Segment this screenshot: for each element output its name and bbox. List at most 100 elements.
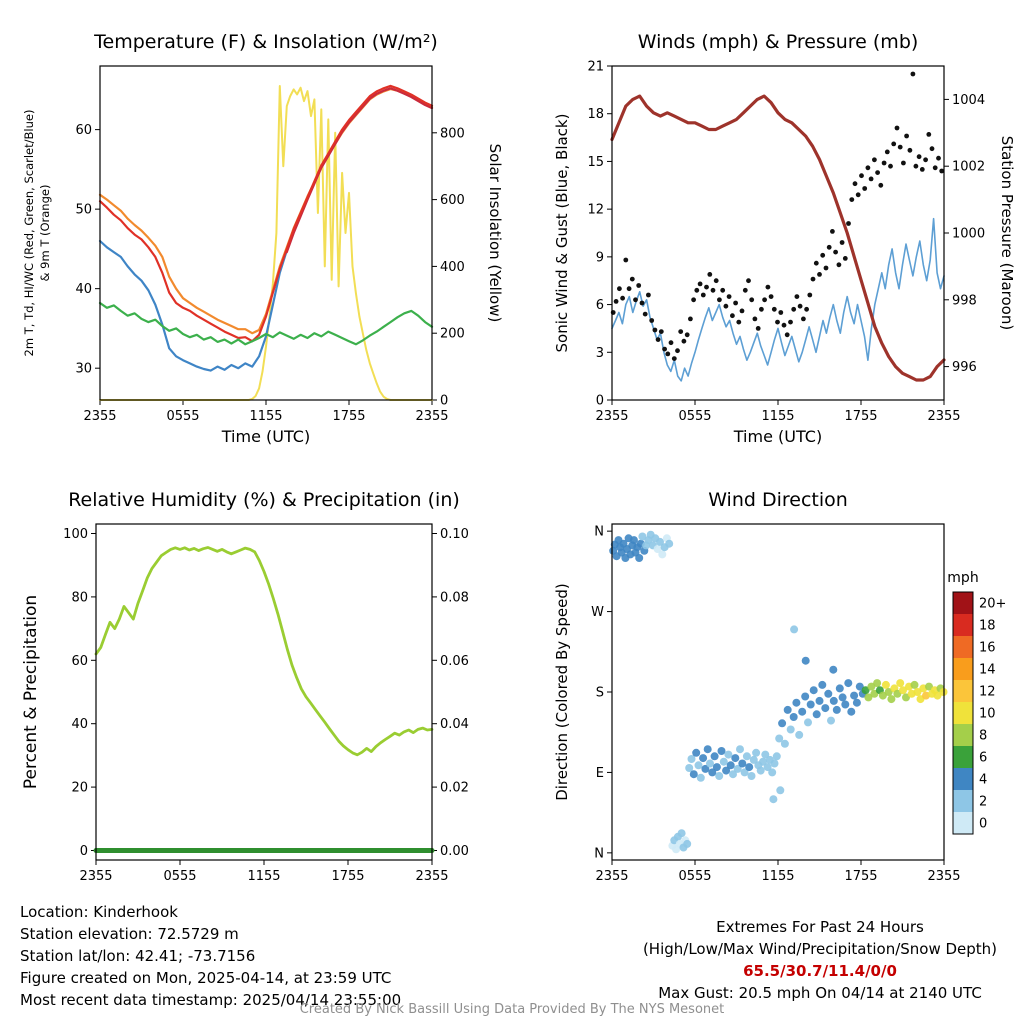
temp-left-axis-label-line1: 2m T, Td, HI/WC (Red, Green, Scarlet/Blu…: [22, 110, 36, 357]
svg-text:20: 20: [71, 781, 88, 796]
svg-text:0.06: 0.06: [440, 654, 469, 669]
wind-direction-chart-title: Wind Direction: [708, 489, 848, 511]
pressure-right-axis-label: Station Pressure (Maroon): [998, 136, 1016, 330]
svg-text:50: 50: [75, 203, 92, 218]
svg-text:0: 0: [80, 844, 88, 859]
svg-text:0555: 0555: [678, 409, 711, 424]
wind-left-axis-label: Sonic Wind & Gust (Blue, Black): [553, 114, 571, 353]
svg-text:E: E: [596, 766, 604, 781]
temp-left-axis-label-line2: & 9m T (Orange): [38, 185, 52, 282]
winds-pressure-plot: 2355 0555 1155 1755 235503691215182199699810…: [587, 60, 985, 425]
svg-text:0555: 0555: [678, 869, 711, 884]
svg-text:200: 200: [440, 327, 465, 342]
svg-text:1155: 1155: [247, 869, 280, 884]
svg-text:0555: 0555: [166, 409, 199, 424]
svg-text:N: N: [594, 846, 604, 861]
max-gust: Max Gust: 20.5 mph On 04/14 at 2140 UTC: [658, 984, 982, 1002]
winds-x-axis-label: Time (UTC): [733, 427, 822, 446]
svg-text:1755: 1755: [331, 869, 364, 884]
svg-text:1000: 1000: [952, 227, 985, 242]
svg-text:8: 8: [979, 729, 987, 744]
svg-text:400: 400: [440, 260, 465, 275]
insolation-right-axis-label: Solar Insolation (Yellow): [486, 144, 504, 323]
svg-text:2355: 2355: [927, 869, 960, 884]
svg-text:1755: 1755: [844, 869, 877, 884]
svg-text:18: 18: [979, 619, 996, 634]
station-location: Location: Kinderhook: [20, 903, 178, 921]
temp-insolation-plot: 2355 0555 1155 1755 235530405060020040060080…: [75, 65, 465, 424]
svg-text:1755: 1755: [332, 409, 365, 424]
svg-text:0: 0: [596, 394, 604, 409]
svg-text:21: 21: [587, 60, 604, 75]
svg-text:6: 6: [596, 298, 604, 313]
station-latlon: Station lat/lon: 42.41; -73.7156: [20, 947, 256, 965]
svg-text:4: 4: [979, 773, 987, 788]
svg-text:60: 60: [75, 123, 92, 138]
svg-text:1004: 1004: [952, 93, 985, 108]
svg-text:2: 2: [979, 795, 987, 810]
svg-text:0.00: 0.00: [440, 844, 469, 859]
svg-text:998: 998: [952, 293, 977, 308]
extremes-title: Extremes For Past 24 Hours: [716, 918, 924, 936]
svg-text:0: 0: [440, 394, 448, 409]
svg-text:800: 800: [440, 126, 465, 141]
svg-text:1155: 1155: [761, 409, 794, 424]
extremes-block: Extremes For Past 24 Hours (High/Low/Max…: [624, 916, 1016, 1004]
winds-chart-title: Winds (mph) & Pressure (mb): [638, 31, 919, 53]
svg-text:2355: 2355: [415, 869, 448, 884]
svg-text:0: 0: [979, 817, 987, 832]
extremes-subtitle: (High/Low/Max Wind/Precipitation/Snow De…: [642, 940, 998, 958]
svg-text:0.08: 0.08: [440, 590, 469, 605]
svg-text:10: 10: [979, 707, 996, 722]
svg-text:0555: 0555: [163, 869, 196, 884]
direction-left-axis-label: Direction (Colored By Speed): [553, 583, 571, 801]
svg-text:1755: 1755: [844, 409, 877, 424]
svg-text:30: 30: [75, 362, 92, 377]
svg-text:15: 15: [587, 155, 604, 170]
svg-text:1002: 1002: [952, 160, 985, 175]
svg-text:0.10: 0.10: [440, 527, 469, 542]
svg-text:12: 12: [979, 685, 996, 700]
svg-text:0.02: 0.02: [440, 781, 469, 796]
svg-text:40: 40: [71, 717, 88, 732]
svg-text:100: 100: [63, 527, 88, 542]
svg-text:3: 3: [596, 346, 604, 361]
data-timestamp: Most recent data timestamp: 2025/04/14 2…: [20, 991, 402, 1009]
svg-text:14: 14: [979, 663, 996, 678]
svg-text:80: 80: [71, 590, 88, 605]
svg-text:mph: mph: [947, 570, 978, 586]
humidity-chart-title: Relative Humidity (%) & Precipitation (i…: [68, 489, 460, 511]
svg-text:600: 600: [440, 193, 465, 208]
svg-text:16: 16: [979, 641, 996, 656]
svg-text:2355: 2355: [83, 409, 116, 424]
svg-text:12: 12: [587, 203, 604, 218]
svg-text:20+: 20+: [979, 597, 1006, 612]
station-info-block: Location: Kinderhook Station elevation: …: [20, 901, 401, 1011]
svg-text:1155: 1155: [761, 869, 794, 884]
humidity-left-axis-label: Percent & Precipitation: [21, 595, 41, 789]
svg-text:996: 996: [952, 360, 977, 375]
svg-text:W: W: [591, 605, 604, 620]
svg-text:2355: 2355: [927, 409, 960, 424]
svg-text:40: 40: [75, 282, 92, 297]
credit-line: Created By Nick Bassill Using Data Provi…: [299, 1002, 725, 1017]
svg-text:60: 60: [71, 654, 88, 669]
svg-text:2355: 2355: [79, 869, 112, 884]
svg-text:N: N: [594, 525, 604, 540]
svg-text:2355: 2355: [595, 409, 628, 424]
svg-text:9: 9: [596, 250, 604, 265]
svg-text:S: S: [596, 686, 604, 701]
figure-created: Figure created on Mon, 2025-04-14, at 23…: [20, 969, 392, 987]
svg-text:0.04: 0.04: [440, 717, 469, 732]
station-elevation: Station elevation: 72.5729 m: [20, 925, 239, 943]
temp-chart-title: Temperature (F) & Insolation (W/m²): [93, 31, 438, 53]
svg-text:2355: 2355: [595, 869, 628, 884]
wind-direction-plot: 2355 0555 1155 1755 2355 N E S W N 20+ 18 16 14 12 10 8 6…: [591, 523, 1006, 884]
svg-text:18: 18: [587, 107, 604, 122]
extremes-values: 65.5/30.7/11.4/0/0: [743, 962, 897, 980]
svg-text:2355: 2355: [415, 409, 448, 424]
svg-text:1155: 1155: [249, 409, 282, 424]
humidity-precip-plot: 2355 0555 1155 1755 2355 0 20 40 60 80 100 0.00 0.02…: [63, 523, 469, 884]
